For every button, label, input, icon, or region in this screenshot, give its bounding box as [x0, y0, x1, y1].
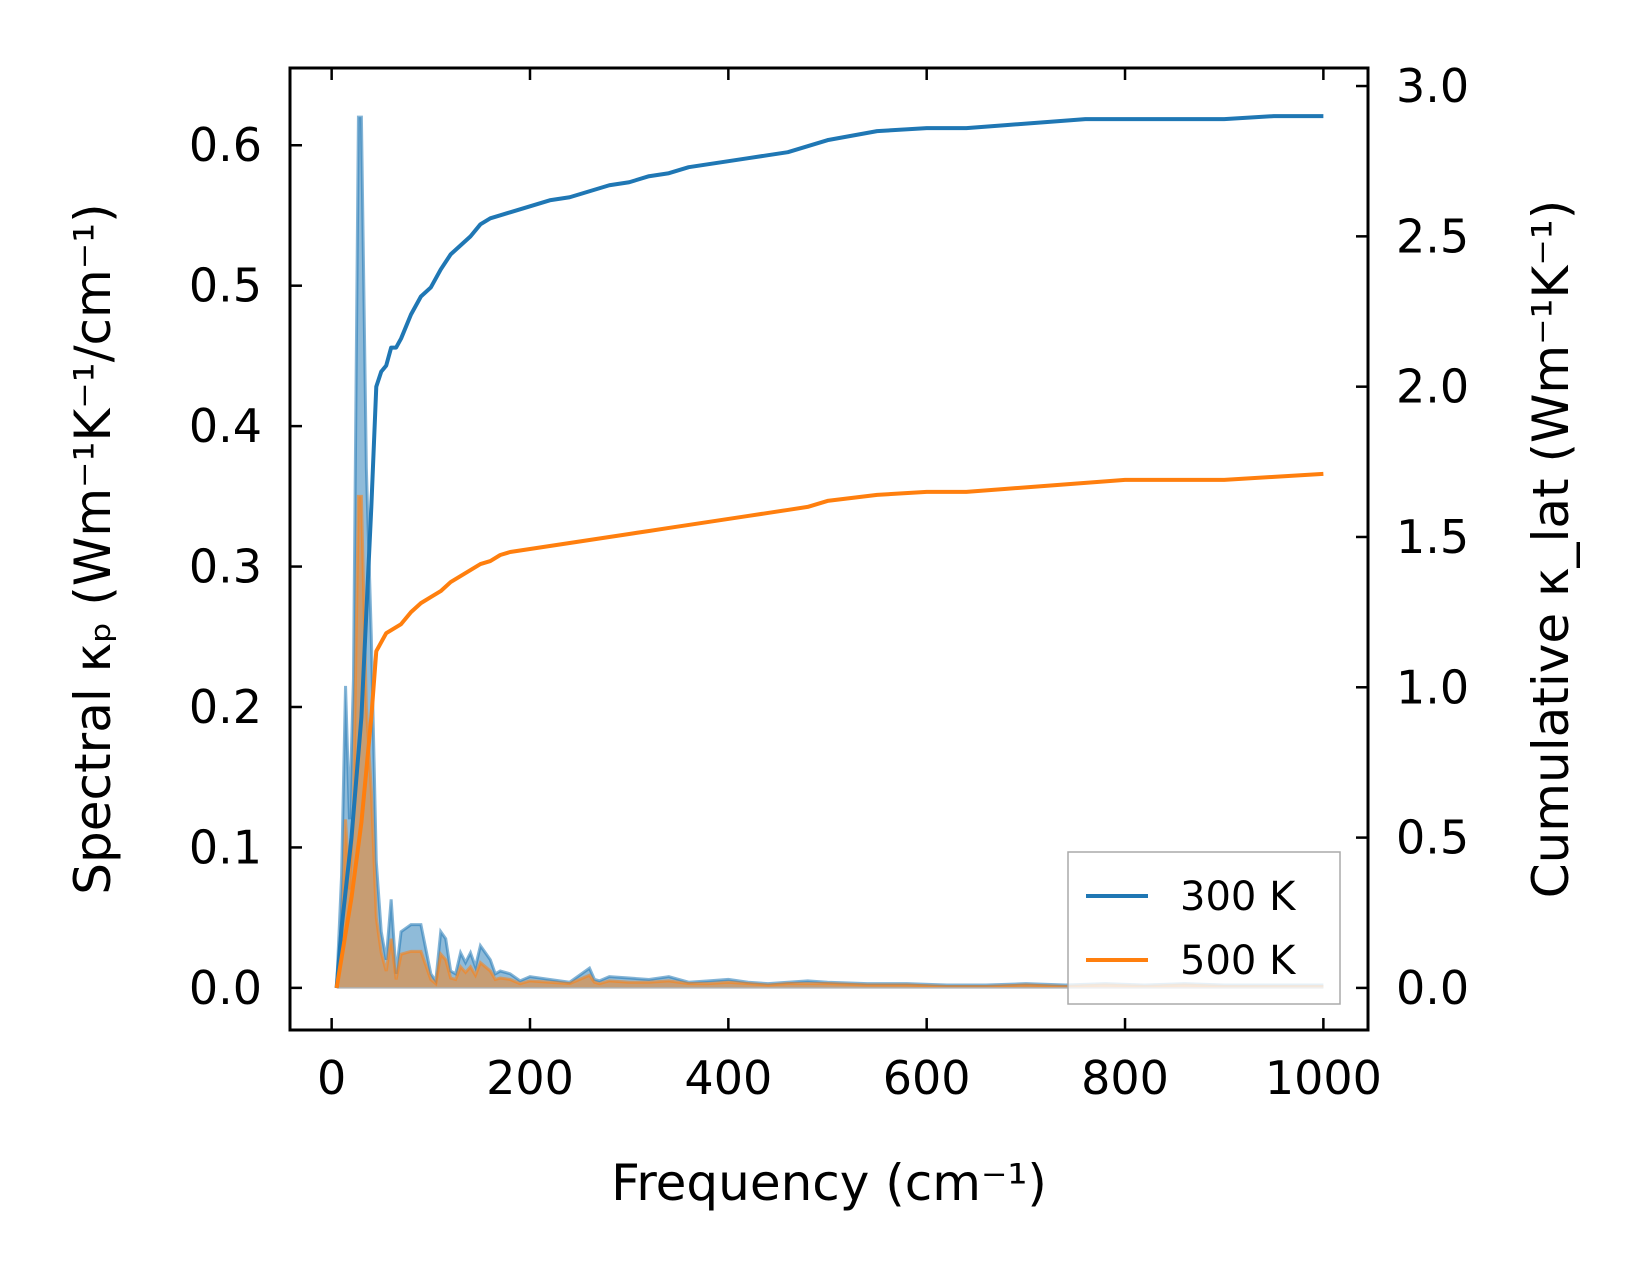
y-right-tick-label: 0.0	[1396, 961, 1469, 1015]
y-right-axis-label: Cumulative κ_lat (Wm⁻¹K⁻¹)	[1522, 200, 1580, 899]
y-right-tick-label: 3.0	[1396, 59, 1469, 113]
legend-box	[1067, 851, 1341, 1005]
y-left-tick-label: 0.4	[189, 399, 262, 453]
y-right-tick-label: 2.0	[1396, 360, 1469, 414]
y-left-tick-label: 0.2	[189, 680, 262, 734]
legend: 300 K 500 K	[1067, 851, 1341, 1005]
x-ticks: 0 200 400 600 800 1000	[317, 68, 1382, 1105]
cumulative-line-300k	[334, 114, 1324, 989]
y-left-tick-label: 0.6	[189, 118, 262, 172]
x-tick-label: 1000	[1265, 1051, 1382, 1105]
y-right-tick-label: 0.5	[1396, 811, 1469, 865]
x-tick-label: 0	[317, 1051, 346, 1105]
cumulative-line-layer	[334, 114, 1324, 989]
x-axis-label: Frequency (cm⁻¹)	[611, 1154, 1047, 1212]
x-tick-label: 600	[883, 1051, 971, 1105]
plot-frame	[288, 66, 1370, 1032]
x-tick-label: 200	[486, 1051, 574, 1105]
y-left-ticks: 0.0 0.1 0.2 0.3 0.4 0.5 0.6	[189, 118, 302, 1015]
y-left-tick-label: 0.0	[189, 961, 262, 1015]
cumulative-line-500k	[334, 471, 1324, 989]
y-right-ticks: 0.0 0.5 1.0 1.5 2.0 2.5 3.0	[1356, 59, 1469, 1015]
x-tick-label: 400	[684, 1051, 772, 1105]
y-left-axis-label: Spectral κₚ (Wm⁻¹K⁻¹/cm⁻¹)	[64, 203, 122, 894]
legend-label-300k: 300 K	[1180, 874, 1297, 920]
spectral-edge-500k	[335, 494, 1324, 989]
x-tick-label: 800	[1081, 1051, 1169, 1105]
y-right-tick-label: 1.5	[1396, 510, 1469, 564]
y-right-tick-label: 2.5	[1396, 209, 1469, 263]
y-left-tick-label: 0.1	[189, 820, 262, 874]
y-right-tick-label: 1.0	[1396, 660, 1469, 714]
legend-label-500k: 500 K	[1180, 938, 1297, 984]
y-left-tick-label: 0.5	[189, 259, 262, 313]
y-left-tick-label: 0.3	[189, 540, 262, 594]
